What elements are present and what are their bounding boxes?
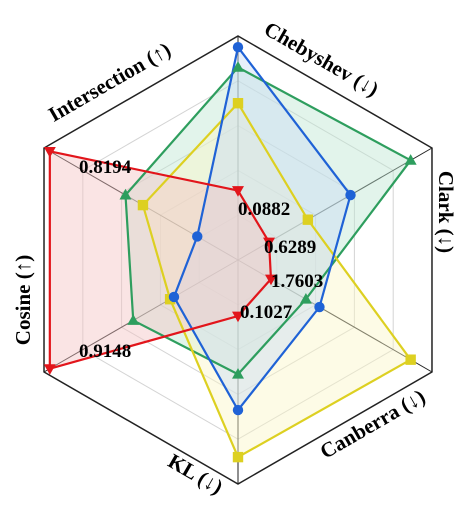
data-point <box>192 231 203 242</box>
data-point <box>43 146 56 158</box>
axis-label-clark: Clark (↓) <box>434 171 458 253</box>
data-point <box>314 301 325 313</box>
data-point <box>264 274 277 286</box>
data-point <box>232 311 244 323</box>
data-point <box>119 188 132 200</box>
data-point <box>232 42 244 53</box>
series-fill-1 <box>142 103 411 458</box>
data-point <box>137 199 149 211</box>
data-point <box>263 237 276 249</box>
marker-layer <box>43 42 417 463</box>
data-point <box>404 154 417 165</box>
data-point <box>232 98 244 109</box>
data-point <box>168 291 180 303</box>
value-label-kl: 0.1027 <box>240 302 293 323</box>
data-point <box>302 214 314 225</box>
series-fill-layer <box>49 47 411 458</box>
data-point <box>232 451 244 463</box>
data-point <box>127 314 140 325</box>
data-point <box>405 354 416 365</box>
value-label-chebyshev: 0.0882 <box>238 199 290 220</box>
series-fill-0 <box>125 67 411 375</box>
data-point <box>232 404 244 416</box>
value-label-intersection: 0.8194 <box>79 157 132 178</box>
value-label-canberra: 1.7603 <box>271 271 323 292</box>
data-point <box>345 189 356 201</box>
data-point <box>299 292 312 304</box>
axis-label-kl: KL (↓) <box>164 449 227 499</box>
value-label-cosine: 0.9148 <box>79 341 131 362</box>
series-fill-3 <box>49 151 271 369</box>
axis-label-cosine: Cosine (↑) <box>11 255 35 345</box>
data-point <box>43 364 56 375</box>
data-point <box>232 368 244 379</box>
axis-spoke <box>43 259 239 373</box>
value-label-clark: 0.6289 <box>264 237 316 258</box>
data-point <box>232 186 244 197</box>
axis-label-intersection: Intersection (↑) <box>44 37 175 126</box>
data-point <box>232 61 244 72</box>
